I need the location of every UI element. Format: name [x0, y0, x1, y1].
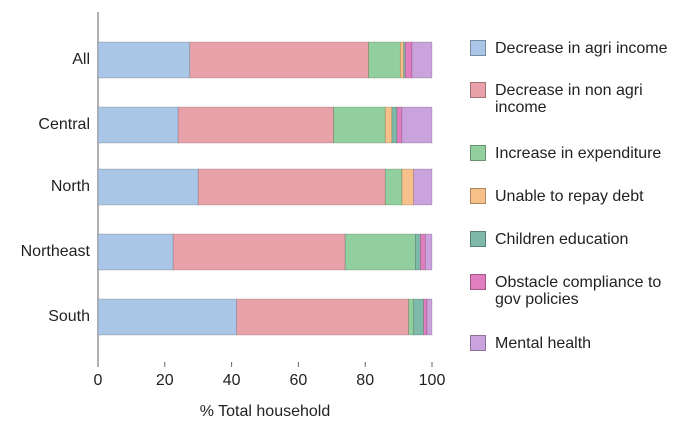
x-tick-label: 20 [156, 372, 174, 389]
x-tick-label: 40 [223, 372, 241, 389]
bar-segment [423, 298, 428, 336]
bar-segment [426, 298, 433, 336]
legend-swatch [470, 231, 486, 247]
legend-label: Children education [495, 231, 629, 248]
bar-segment [97, 106, 179, 144]
legend-item: Obstacle compliance to gov policies [470, 274, 690, 308]
bar-segment [384, 106, 393, 144]
y-tick-label: Central [38, 116, 90, 133]
bar-segment [396, 106, 403, 144]
y-tick-label: North [51, 178, 90, 195]
legend-label: Decrease in agri income [495, 40, 668, 57]
x-tick-label: 60 [290, 372, 308, 389]
legend-item: Decrease in non agri income [470, 82, 690, 116]
bar-segment [420, 233, 426, 271]
legend-swatch [470, 335, 486, 351]
bar-segment [408, 298, 414, 336]
bar-segment [333, 106, 386, 144]
legend-item: Increase in expenditure [470, 145, 690, 162]
bar-segment [344, 233, 416, 271]
bar-segment [236, 298, 409, 336]
legend-label: Unable to repay debt [495, 188, 644, 205]
bar-segment [368, 41, 401, 79]
x-tick-label: 0 [94, 372, 103, 389]
legend-item: Unable to repay debt [470, 188, 690, 205]
bar-segment [401, 168, 414, 206]
y-tick-label: Northeast [21, 243, 91, 260]
x-axis-label: % Total household [200, 403, 330, 420]
y-tick-label: South [48, 308, 90, 325]
bar-segment [384, 168, 403, 206]
y-tick-label: All [72, 51, 90, 68]
bar-segment [97, 233, 174, 271]
bar-segment [97, 168, 199, 206]
bar-segment [172, 233, 346, 271]
legend-label: Obstacle compliance to gov policies [495, 274, 662, 308]
legend-label: Mental health [495, 335, 592, 352]
legend-swatch [470, 145, 486, 161]
legend-label: Increase in expenditure [495, 145, 662, 162]
bar-segment [401, 106, 433, 144]
bar-segment [97, 41, 191, 79]
x-tick-label: 100 [419, 372, 446, 389]
x-tick-label: 80 [356, 372, 374, 389]
legend-swatch [470, 82, 486, 98]
bar-segment [177, 106, 334, 144]
legend-item: Children education [470, 231, 690, 248]
bar-segment [404, 41, 413, 79]
bar-segment [189, 41, 369, 79]
bar-segment [425, 233, 433, 271]
bar-segment [413, 168, 433, 206]
legend-item: Decrease in agri income [470, 40, 690, 57]
legend-item: Mental health [470, 335, 690, 352]
bar-segment [411, 41, 433, 79]
legend-label: Decrease in non agri income [495, 82, 643, 116]
bar-segment [413, 298, 424, 336]
bar-segment [391, 106, 398, 144]
bar-segment [414, 233, 421, 271]
bar-segment [97, 298, 237, 336]
bar-segment [197, 168, 386, 206]
legend-swatch [470, 274, 486, 290]
bar-segment [399, 41, 404, 79]
legend-swatch [470, 40, 486, 56]
legend-swatch [470, 188, 486, 204]
